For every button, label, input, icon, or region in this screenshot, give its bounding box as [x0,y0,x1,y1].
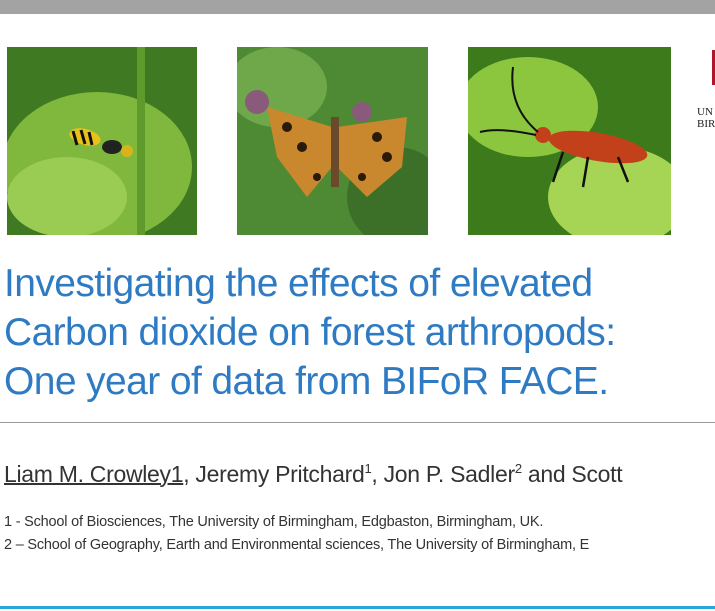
top-bar [0,0,715,14]
accent-line [0,606,715,609]
author-name: , Jeremy Pritchard [183,461,365,487]
wasp-photo [7,47,197,235]
affiliation-marker: 1 [364,461,372,476]
author-list: Liam M. Crowley1, Jeremy Pritchard1, Jon… [4,461,623,488]
university-logo-text: UN BIR [697,106,715,130]
lead-author: Liam M. Crowley1 [4,461,184,487]
title-line: Investigating the effects of elevated [4,262,593,305]
author-name: , Jon P. Sadler [371,461,515,487]
affiliation-marker: 2 [514,461,522,476]
title-line: Carbon dioxide on forest arthropods: [4,311,616,354]
affiliation-2: 2 – School of Geography, Earth and Envir… [4,537,590,553]
title-line: One year of data from BIFoR FACE. [4,360,609,403]
butterfly-photo [237,47,428,235]
author-name: and Scott [521,461,623,487]
slide-title: Investigating the effects of elevated Ca… [4,259,616,406]
affiliation-1: 1 - School of Biosciences, The Universit… [4,514,544,530]
divider [0,422,715,423]
beetle-photo [468,47,671,235]
university-logo-crest [712,50,715,85]
